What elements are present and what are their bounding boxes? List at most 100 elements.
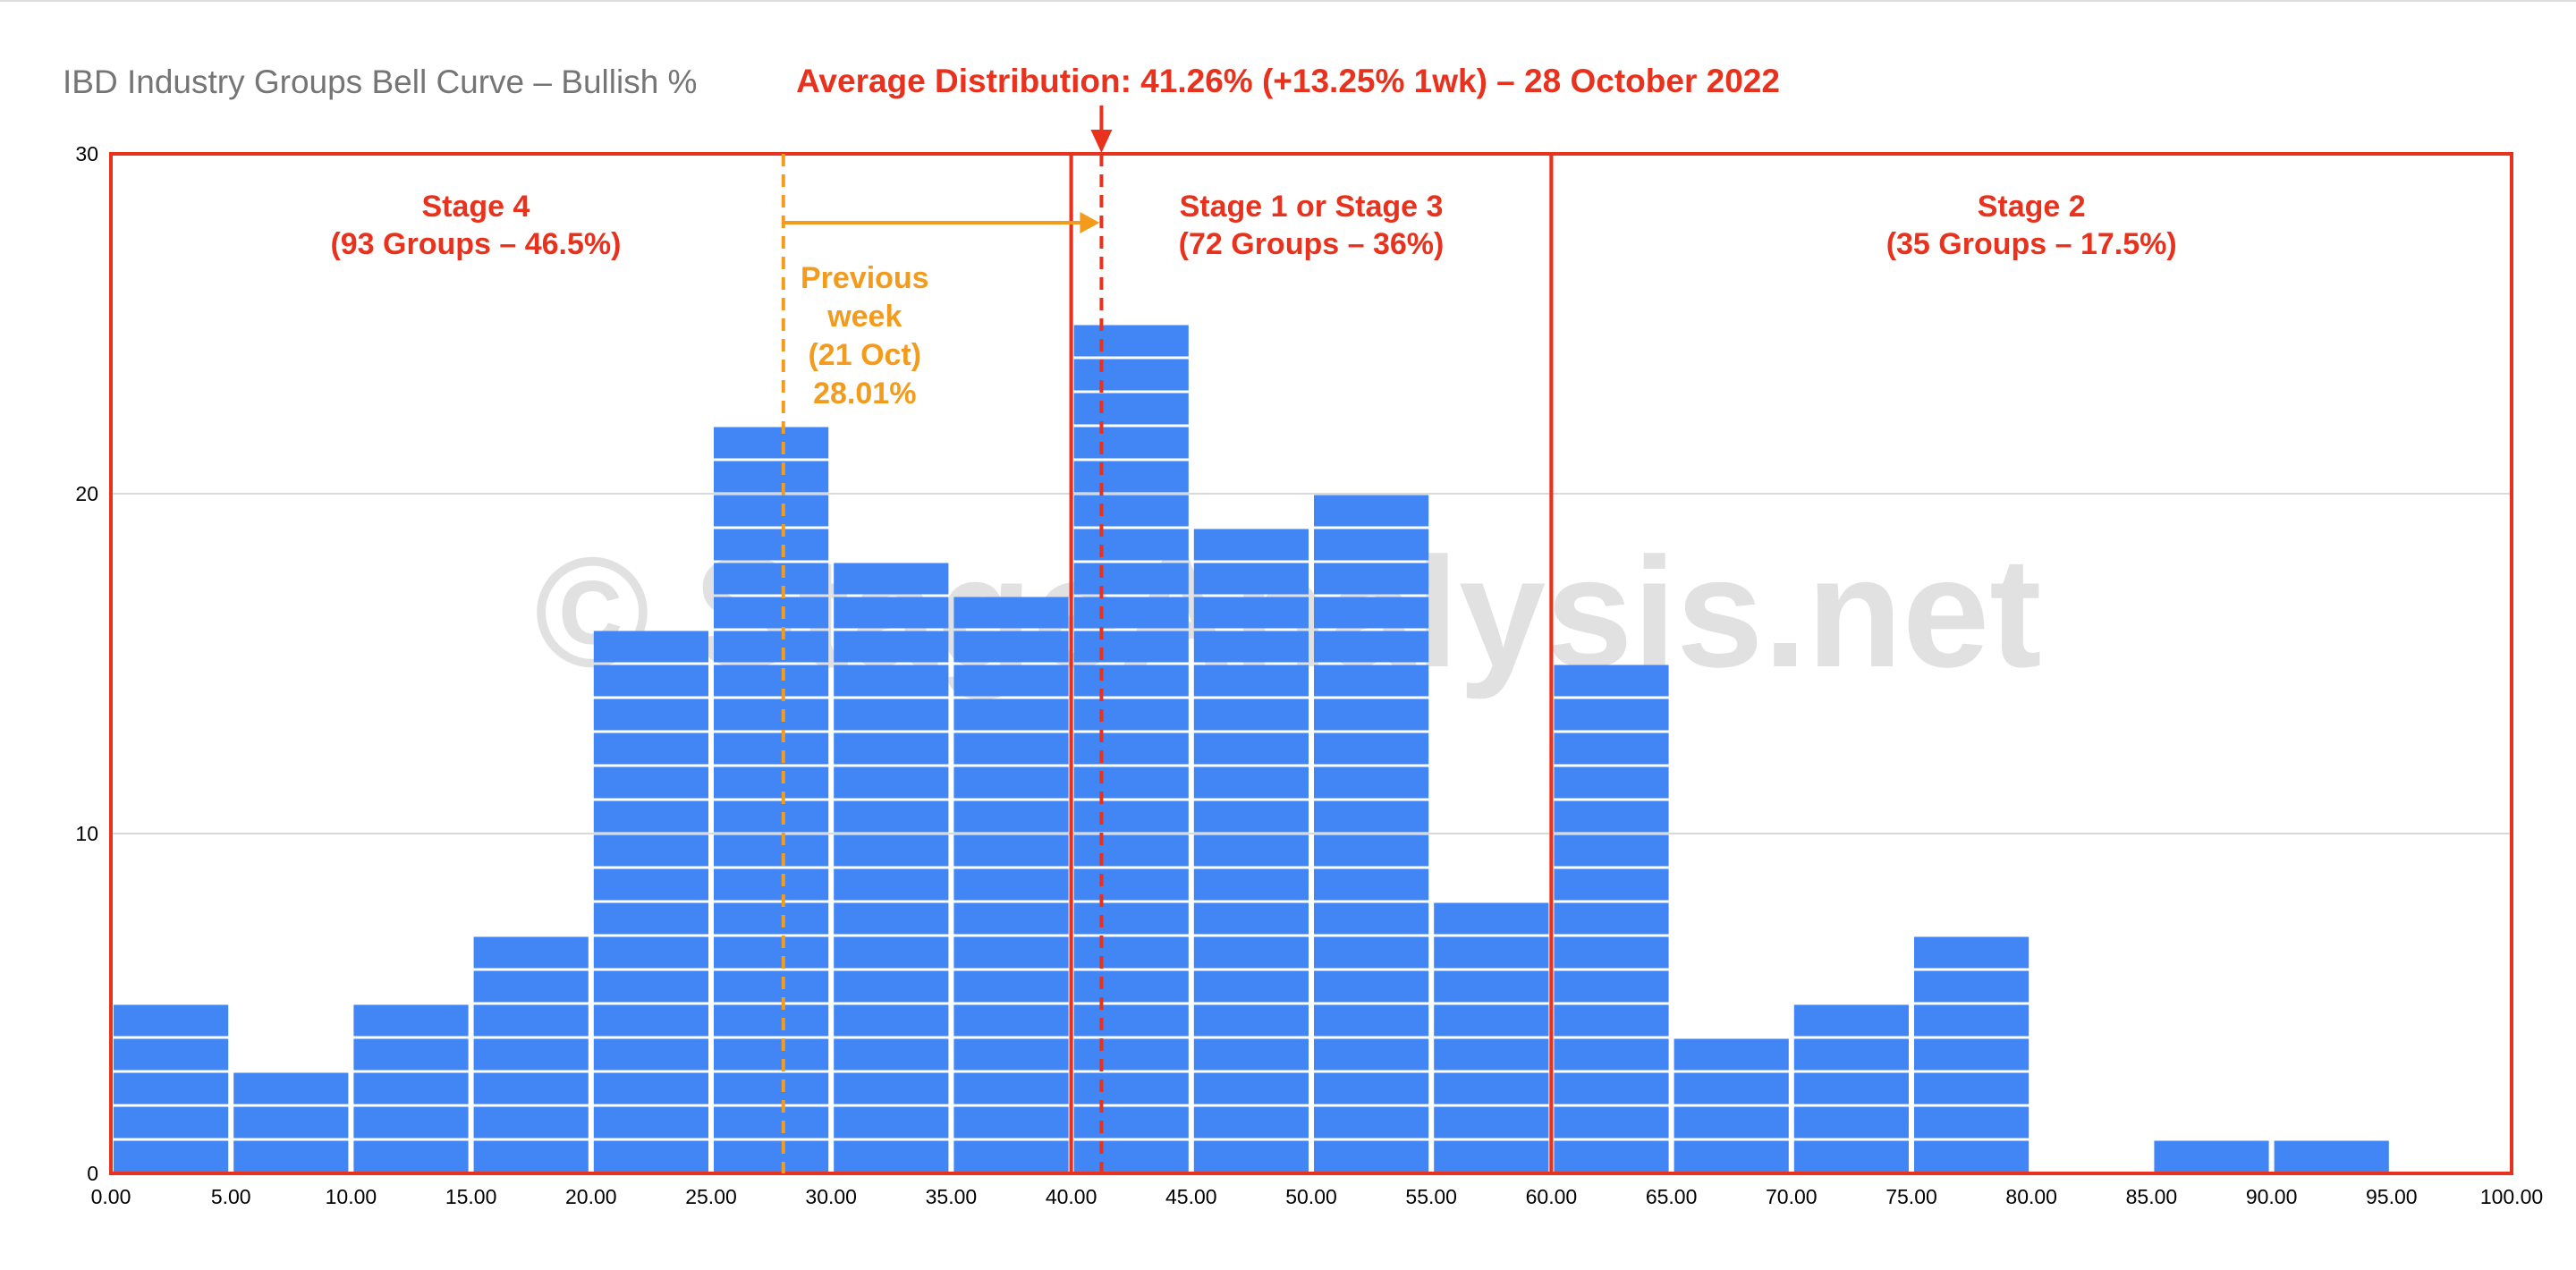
bar-segment bbox=[714, 1140, 829, 1173]
bar-segment bbox=[1554, 834, 1669, 867]
bar-segment bbox=[834, 732, 949, 765]
bar-segment bbox=[714, 495, 829, 527]
bar-segment bbox=[1193, 1140, 1309, 1173]
bar-segment bbox=[1554, 1140, 1669, 1173]
bar-segment bbox=[593, 631, 708, 663]
bar-segment bbox=[834, 1140, 949, 1173]
bar bbox=[353, 1004, 469, 1173]
bar-segment bbox=[1434, 936, 1549, 969]
stage-label: Stage 4 bbox=[421, 190, 530, 224]
previous-week-label: (21 Oct) bbox=[808, 338, 921, 372]
bar-segment bbox=[593, 1140, 708, 1173]
x-tick-label: 70.00 bbox=[1766, 1185, 1818, 1208]
bar-segment bbox=[1193, 698, 1309, 731]
bar-segment bbox=[473, 1140, 589, 1173]
bar bbox=[953, 597, 1069, 1173]
bar-segment bbox=[473, 936, 589, 969]
bar-segment bbox=[834, 631, 949, 663]
bar-segment bbox=[1193, 800, 1309, 833]
bar-segment bbox=[714, 461, 829, 493]
bar-segment bbox=[1073, 427, 1189, 459]
bar bbox=[1073, 325, 1189, 1173]
bar-segment bbox=[1193, 732, 1309, 765]
bar-segment bbox=[1914, 1072, 2029, 1105]
bar-segment bbox=[714, 1072, 829, 1105]
x-tick-label: 5.00 bbox=[211, 1185, 251, 1208]
x-tick-label: 60.00 bbox=[1526, 1185, 1578, 1208]
bar-segment bbox=[1073, 936, 1189, 969]
bar-segment bbox=[834, 1004, 949, 1037]
bar-segment bbox=[834, 1072, 949, 1105]
bar-segment bbox=[473, 1038, 589, 1071]
bar-segment bbox=[714, 936, 829, 969]
bar-segment bbox=[1073, 325, 1189, 357]
bar-segment bbox=[1073, 495, 1189, 527]
bar-segment bbox=[953, 834, 1069, 867]
bar-segment bbox=[714, 902, 829, 935]
bar-segment bbox=[473, 1004, 589, 1037]
bar-segment bbox=[953, 732, 1069, 765]
bar bbox=[1193, 529, 1309, 1173]
bar-segment bbox=[1314, 800, 1429, 833]
bar-segment bbox=[233, 1140, 349, 1173]
bar-segment bbox=[353, 1038, 469, 1071]
bar-segment bbox=[114, 1140, 229, 1173]
bar-segment bbox=[353, 1072, 469, 1105]
y-tick-label: 20 bbox=[75, 482, 98, 505]
x-tick-label: 20.00 bbox=[565, 1185, 617, 1208]
bar-segment bbox=[1314, 495, 1429, 527]
bar-segment bbox=[714, 868, 829, 901]
bar-segment bbox=[593, 766, 708, 799]
bar bbox=[1793, 1004, 1909, 1173]
bar-segment bbox=[953, 902, 1069, 935]
bar-segment bbox=[593, 1072, 708, 1105]
bar bbox=[233, 1072, 349, 1173]
bar-segment bbox=[593, 732, 708, 765]
bar-segment bbox=[1434, 1004, 1549, 1037]
bar-segment bbox=[1314, 1140, 1429, 1173]
bar-segment bbox=[1193, 631, 1309, 663]
bar-segment bbox=[1674, 1106, 1789, 1139]
bar-segment bbox=[593, 936, 708, 969]
bar-segment bbox=[1073, 1140, 1189, 1173]
x-tick-label: 100.00 bbox=[2480, 1185, 2543, 1208]
axes: 0 10 20 30 0.00 5.00 10.00 15.00 20.00 25.00 30.00… bbox=[75, 142, 2543, 1208]
bar-segment bbox=[1073, 631, 1189, 663]
bar-segment bbox=[834, 970, 949, 1003]
bar-segment bbox=[834, 1038, 949, 1071]
annotations: Previous week (21 Oct) 28.01% Average Distri… bbox=[781, 63, 1780, 1173]
bar-segment bbox=[834, 597, 949, 629]
bar-segment bbox=[1073, 902, 1189, 935]
shift-arrow-head bbox=[1080, 212, 1100, 233]
bar-segment bbox=[834, 834, 949, 867]
bar-segment bbox=[1793, 1140, 1909, 1173]
bar-segment bbox=[953, 1004, 1069, 1037]
bar-segment bbox=[1554, 1004, 1669, 1037]
bar-segment bbox=[1314, 936, 1429, 969]
bar-segment bbox=[1073, 1038, 1189, 1071]
bar-segment bbox=[1073, 868, 1189, 901]
bar-segment bbox=[1314, 631, 1429, 663]
bar-segment bbox=[114, 1004, 229, 1037]
stage-label-detail: (93 Groups – 46.5%) bbox=[330, 227, 621, 261]
bar-segment bbox=[953, 868, 1069, 901]
bar-segment bbox=[593, 1038, 708, 1071]
bar-segment bbox=[953, 1072, 1069, 1105]
bar-segment bbox=[714, 970, 829, 1003]
bar-segment bbox=[1073, 732, 1189, 765]
top-divider bbox=[0, 0, 2576, 2]
bar-segment bbox=[1314, 563, 1429, 595]
bar-segment bbox=[714, 597, 829, 629]
bar-segment bbox=[1193, 1004, 1309, 1037]
bar-segment bbox=[834, 1106, 949, 1139]
bar-segment bbox=[353, 1140, 469, 1173]
bar-segment bbox=[1554, 732, 1669, 765]
stage-label: Stage 2 bbox=[1978, 190, 2086, 224]
bar-segment bbox=[233, 1072, 349, 1105]
y-tick-label: 30 bbox=[75, 142, 98, 165]
bar-segment bbox=[1314, 1106, 1429, 1139]
bar-segment bbox=[714, 732, 829, 765]
bar-segment bbox=[114, 1072, 229, 1105]
bar-segment bbox=[1674, 1038, 1789, 1071]
